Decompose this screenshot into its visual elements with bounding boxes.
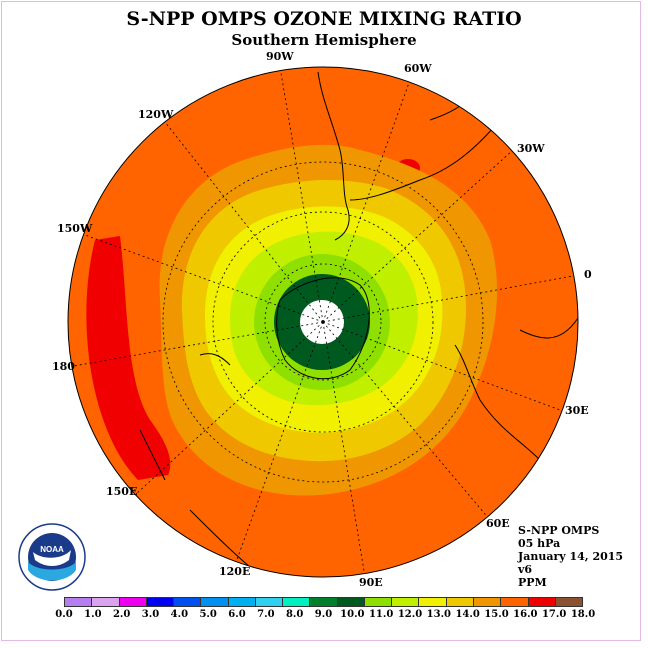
colorbar-tick-label: 18.0 [570,609,596,620]
lon-label-30e: 30E [565,404,589,417]
map-boundary [67,66,579,578]
colorbar-tick-label: 5.0 [199,609,217,620]
info-instrument: S-NPP OMPS [518,524,600,537]
colorbar-swatch [446,598,474,606]
coastlines [139,71,578,576]
colorbar-swatch [501,598,529,606]
lon-label-60e: 60E [486,517,510,530]
colorbar-swatch [92,598,120,606]
colorbar-tick-label: 4.0 [170,609,189,620]
colorbar-swatch [555,598,583,606]
info-units: PPM [518,576,547,589]
meridians [68,67,578,577]
lon-label-90w: 90W [266,50,294,63]
colorbar-swatch [174,598,202,606]
colorbar-swatch [310,598,338,606]
colorbar-tick-label: 16.0 [513,609,538,620]
colorbar-tick-label: 7.0 [257,609,275,620]
colorbar-swatch [119,598,147,606]
colorbar-swatch [473,598,502,606]
lon-label-30w: 30W [517,142,545,155]
colorbar-swatch [364,598,393,606]
figure-border [1,1,641,641]
colorbar-tick-label: 12.0 [397,609,423,620]
latitude-circle-middle [212,211,434,433]
colorbar-swatch [201,598,229,606]
colorbar-tick-label: 3.0 [141,609,160,620]
colorbar-tick-label: 10.0 [340,609,365,620]
lon-label-120e: 120E [219,565,251,578]
graticule [68,67,578,577]
lon-label-120w: 120W [138,108,174,121]
colorbar-swatch [146,598,175,606]
meridian-150w [84,234,324,323]
colorbar-tick-label: 0.0 [55,609,73,620]
colorbar-swatch [65,598,93,606]
meridian-180 [68,321,324,368]
colorbar-swatch [283,598,311,606]
meridian-90e [322,321,366,577]
colorbar-tick-label: 2.0 [112,609,131,620]
colorbar-swatch [419,598,447,606]
africa-coast [454,317,578,461]
noaa-logo-text: NOAA [40,545,64,554]
meridian-120e [234,321,324,566]
colorbar-tick-label: 8.0 [285,609,304,620]
ozone-field [68,67,578,577]
lon-label-0: 0 [584,268,592,281]
meridian-30e [322,321,561,411]
lon-label-90e: 90E [359,576,383,589]
meridian-90w [279,67,324,323]
colorbar-swatch [255,598,284,606]
colorbar-swatch [337,598,365,606]
latitude-circle-inner [264,263,382,381]
map-title: S-NPP OMPS OZONE MIXING RATIO [126,8,522,30]
lon-label-150w: 150W [57,222,93,235]
colorbar-tick-label: 15.0 [484,609,509,620]
colorbar-swatch [528,598,556,606]
lon-label-180: 180 [52,360,75,373]
high-region-pacific [86,236,171,480]
info-version: v6 [518,563,533,576]
colorbar-tick-label: 14.0 [455,609,480,620]
colorbar-tick-label: 13.0 [426,609,452,620]
colorbar-tick-label: 6.0 [228,609,246,620]
colorbar-tick-label: 9.0 [314,609,333,620]
info-level: 05 hPa [518,537,561,550]
colorbar-tick-label: 1.0 [84,609,102,620]
colorbar [64,597,583,607]
map-subtitle: Southern Hemisphere [231,31,417,49]
latitude-circle-outer [162,161,484,483]
product-info: S-NPP OMPS 05 hPa January 14, 2015 v6 PP… [518,524,623,589]
colorbar-swatch [228,598,256,606]
lon-label-60w: 60W [404,62,432,75]
meridian-60e [322,321,491,521]
colorbar-tick-label: 11.0 [368,609,394,620]
colorbar-swatch [392,598,420,606]
info-date: January 14, 2015 [518,550,624,563]
colorbar-tick-label: 17.0 [541,609,567,620]
meridian-0 [322,274,578,323]
noaa-logo-icon: NOAA [18,523,86,591]
lon-label-150e: 150E [106,485,138,498]
